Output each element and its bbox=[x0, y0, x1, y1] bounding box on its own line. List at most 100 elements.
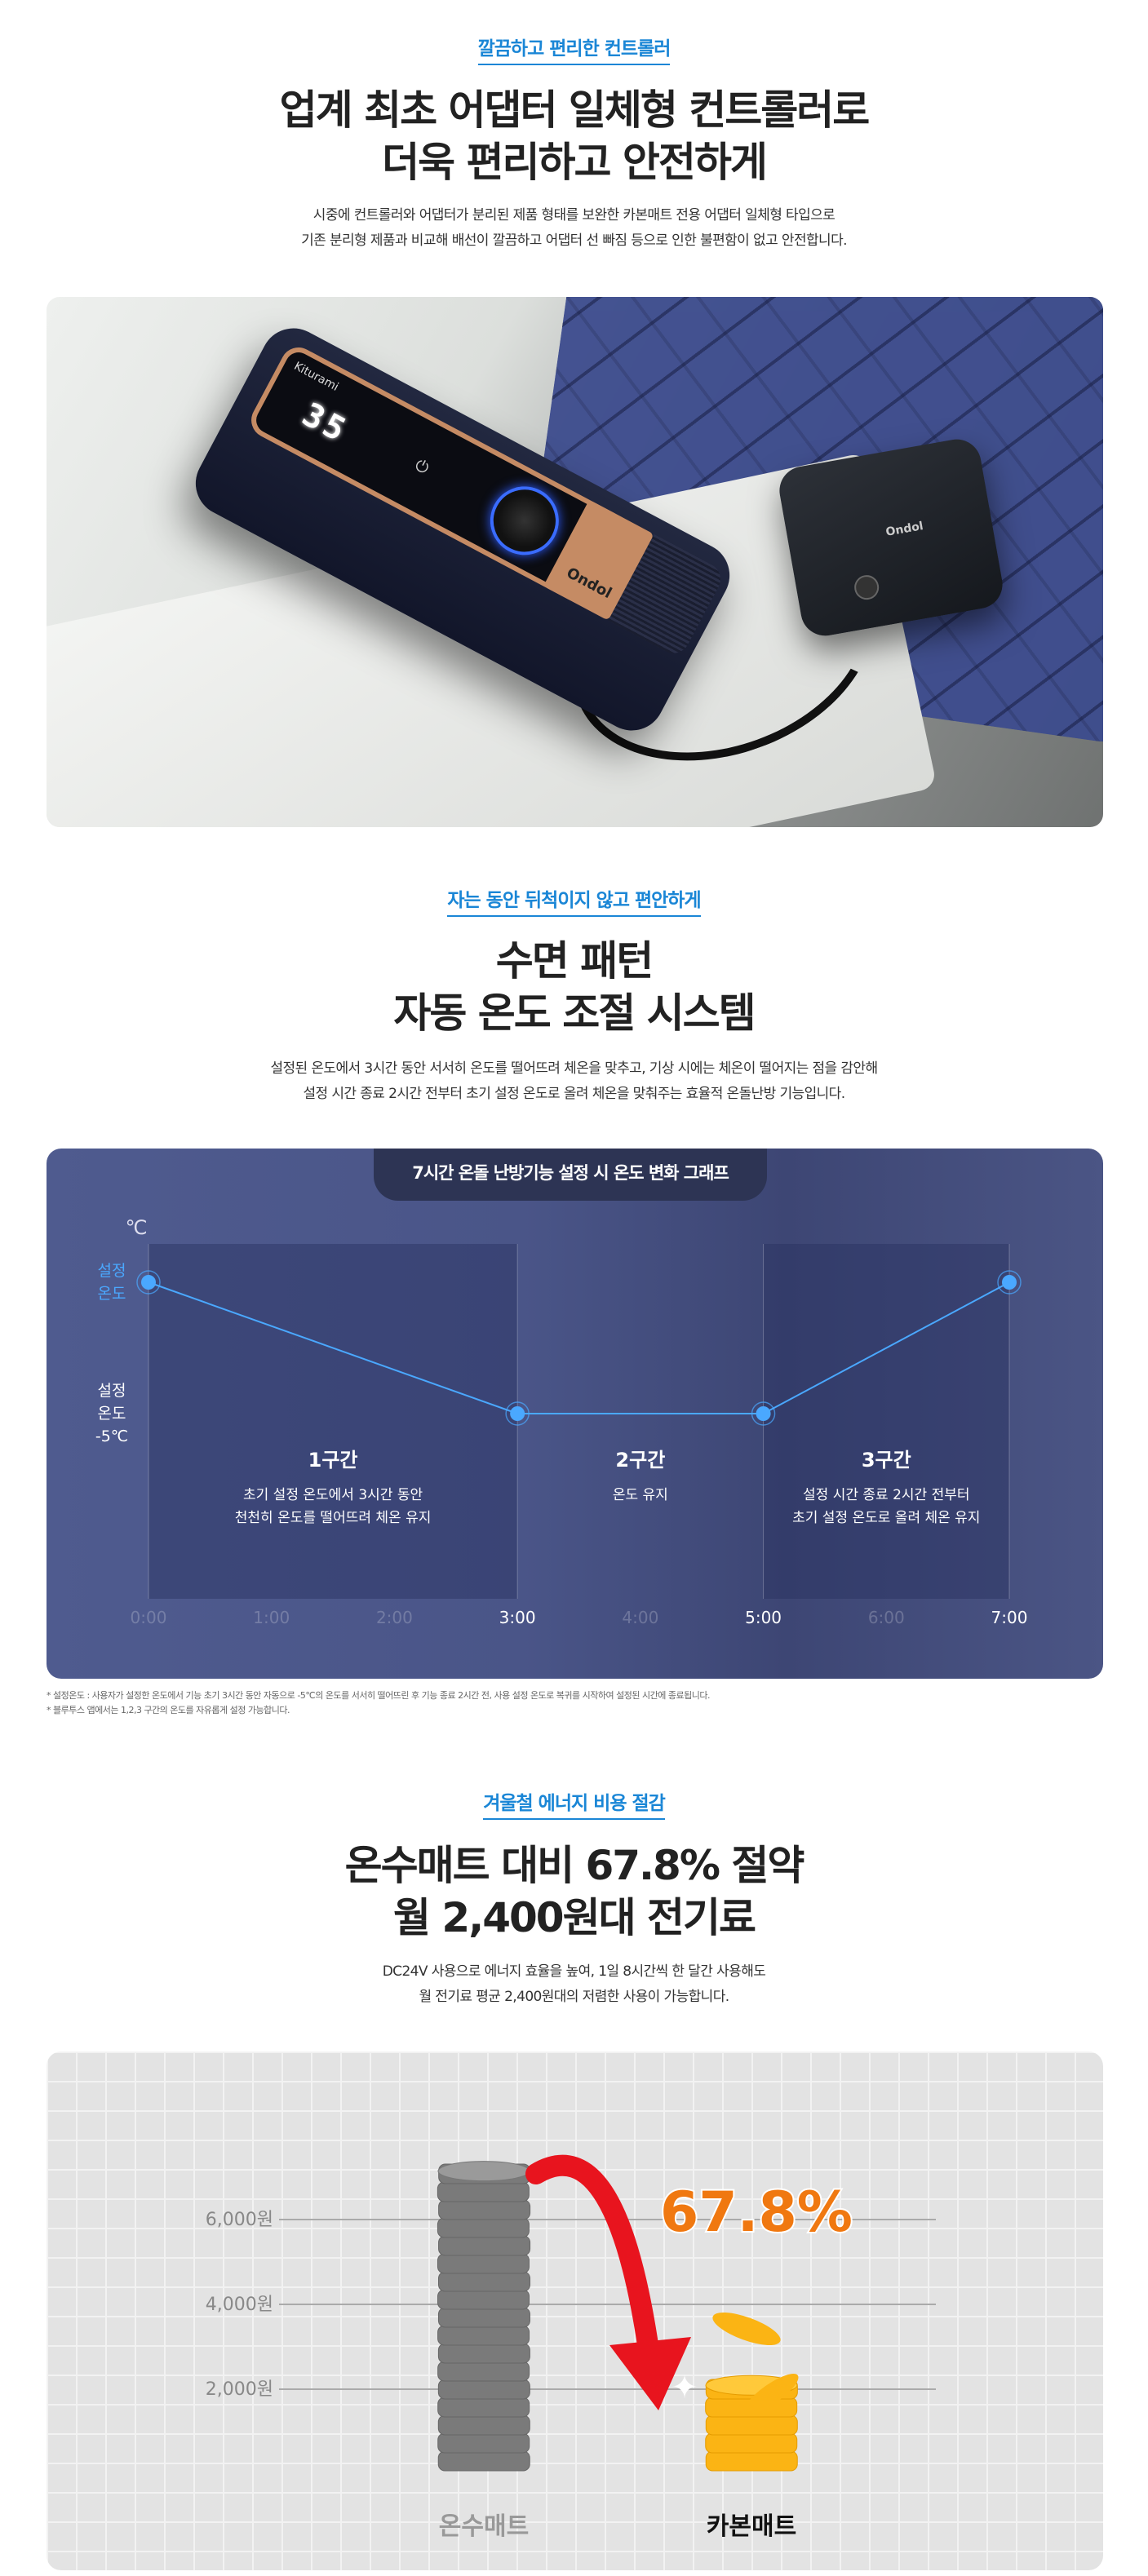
category-label: 카본매트 bbox=[707, 2512, 796, 2541]
title-line: 수면 패턴 bbox=[495, 937, 654, 985]
section1-title: 업계 최초 어댑터 일체형 컨트롤러로 더욱 편리하고 안전하게 bbox=[0, 84, 1148, 188]
desc-line: 설정 시간 종료 2시간 전부터 초기 설정 온도로 올려 체온을 맞춰주는 효… bbox=[303, 1086, 845, 1102]
zone-label: 1구간 bbox=[308, 1449, 358, 1472]
coin bbox=[437, 2361, 530, 2382]
footnote: * 설정온도 : 사용자가 설정한 온도에서 기능 초기 3시간 동안 자동으로… bbox=[47, 1690, 710, 1701]
product-photo: Ondol Kiturami 35 ⏻ Ondol bbox=[47, 297, 1103, 827]
y-tick-label: 설정 bbox=[98, 1382, 126, 1400]
section1-desc: 시중에 컨트롤러와 어댑터가 분리된 제품 형태를 보완한 카본매트 전용 어댑… bbox=[0, 203, 1148, 254]
power-icon: ⏻ bbox=[411, 454, 433, 478]
arrow-head bbox=[609, 2337, 691, 2410]
coin bbox=[437, 2307, 530, 2328]
coin-top bbox=[437, 2161, 530, 2182]
mat-power-pad: Ondol bbox=[775, 435, 1007, 640]
zone-label: 2구간 bbox=[615, 1449, 665, 1472]
section3-label-wrap: 겨울철 에너지 비용 절감 bbox=[0, 1787, 1148, 1820]
zone-desc: 온도 유지 bbox=[613, 1487, 668, 1503]
y-tick-label: 온도 bbox=[98, 1405, 126, 1423]
title-line: 월 2,400원대 전기료 bbox=[393, 1894, 756, 1941]
section2-desc: 설정된 온도에서 3시간 동안 서서히 온도를 떨어뜨려 체온을 맞추고, 기상… bbox=[0, 1056, 1148, 1107]
coin bbox=[438, 2235, 531, 2256]
x-tick-label: 0:00 bbox=[131, 1608, 167, 1627]
coin bbox=[437, 2217, 530, 2238]
coin bbox=[437, 2289, 530, 2310]
x-tick-label: 7:00 bbox=[991, 1608, 1028, 1627]
data-point-ring bbox=[136, 1270, 161, 1295]
pad-brand: Ondol bbox=[884, 520, 924, 539]
coin-stack-onsu bbox=[437, 2163, 531, 2472]
y-tick-label: 4,000원 bbox=[206, 2295, 273, 2315]
title-line: 온수매트 대비 67.8% 절약 bbox=[344, 1842, 805, 1889]
zone-desc: 설정 시간 종료 2시간 전부터 bbox=[803, 1487, 969, 1503]
savings-percent: 67.8% bbox=[660, 2180, 853, 2245]
coin bbox=[437, 2379, 530, 2400]
coin bbox=[437, 2325, 530, 2346]
coin bbox=[705, 2414, 798, 2436]
desc-line: 기존 분리형 제품과 비교해 배선이 깔끔하고 어댑터 선 빠짐 등으로 인한 … bbox=[301, 232, 847, 249]
x-tick-label: 6:00 bbox=[868, 1608, 905, 1627]
data-point bbox=[510, 1406, 525, 1421]
x-tick-label: 2:00 bbox=[376, 1608, 413, 1627]
coin bbox=[437, 2253, 530, 2274]
zone-label: 3구간 bbox=[862, 1449, 911, 1472]
section3-title: 온수매트 대비 67.8% 절약 월 2,400원대 전기료 bbox=[0, 1839, 1148, 1944]
section-label: 자는 동안 뒤척이지 않고 편안하게 bbox=[447, 884, 702, 917]
section3-desc: DC24V 사용으로 에너지 효율을 높여, 1일 8시간씩 한 달간 사용해도… bbox=[0, 1959, 1148, 2010]
brand-logo: Kiturami bbox=[291, 359, 341, 394]
desc-line: 설정된 온도에서 3시간 동안 서서히 온도를 떨어뜨려 체온을 맞추고, 기상… bbox=[270, 1060, 878, 1077]
decrease-arrow bbox=[525, 2154, 661, 2372]
y-tick-label: -5℃ bbox=[95, 1427, 128, 1445]
data-point bbox=[1002, 1275, 1017, 1290]
temperature-line bbox=[148, 1281, 1010, 1414]
data-point-ring bbox=[505, 1401, 530, 1426]
zone-desc: 초기 설정 온도로 올려 체온 유지 bbox=[792, 1510, 980, 1526]
coin bbox=[438, 2271, 531, 2292]
coin bbox=[437, 2397, 530, 2418]
desc-line: 월 전기료 평균 2,400원대의 저렴한 사용이 가능합니다. bbox=[419, 1989, 729, 2005]
y-tick-label: 온도 bbox=[98, 1285, 126, 1303]
title-line: 더욱 편리하고 안전하게 bbox=[382, 139, 768, 186]
coin bbox=[437, 2432, 530, 2454]
zone-desc: 초기 설정 온도에서 3시간 동안 bbox=[243, 1487, 423, 1503]
section2-label-wrap: 자는 동안 뒤척이지 않고 편안하게 bbox=[0, 884, 1148, 917]
coin bbox=[705, 2432, 798, 2454]
coin bbox=[437, 2450, 530, 2472]
data-point-ring bbox=[751, 1401, 776, 1426]
section1-label-wrap: 깔끔하고 편리한 컨트롤러 bbox=[0, 33, 1148, 65]
section2-title: 수면 패턴 자동 온도 조절 시스템 bbox=[0, 935, 1148, 1039]
section-label: 겨울철 에너지 비용 절감 bbox=[483, 1787, 666, 1820]
y-tick-label: 6,000원 bbox=[206, 2210, 273, 2230]
desc-line: DC24V 사용으로 에너지 효율을 높여, 1일 8시간씩 한 달간 사용해도 bbox=[382, 1963, 766, 1980]
x-tick-label: 4:00 bbox=[622, 1608, 658, 1627]
coin bbox=[437, 2343, 530, 2364]
power-button-icon bbox=[852, 573, 881, 602]
footnote: * 블루투스 앱에서는 1,2,3 구간의 온도를 자유롭게 설정 가능합니다. bbox=[47, 1705, 290, 1715]
sparkle-icon: ✦ bbox=[671, 2369, 698, 2406]
category-label: 온수매트 bbox=[439, 2512, 529, 2541]
zone-desc: 천천히 온도를 떨어뜨려 체온 유지 bbox=[235, 1510, 432, 1526]
y-tick-label: 2,000원 bbox=[206, 2379, 273, 2400]
flying-coin bbox=[712, 2313, 781, 2345]
data-point bbox=[141, 1275, 156, 1290]
coin bbox=[437, 2414, 530, 2436]
zone-band bbox=[148, 1244, 518, 1599]
brand-logo: Ondol bbox=[563, 564, 615, 603]
x-tick-label: 3:00 bbox=[499, 1608, 536, 1627]
data-point bbox=[756, 1406, 771, 1421]
title-line: 업계 최초 어댑터 일체형 컨트롤러로 bbox=[279, 86, 871, 134]
x-tick-label: 5:00 bbox=[745, 1608, 782, 1627]
coin bbox=[438, 2199, 531, 2220]
title-line: 자동 온도 조절 시스템 bbox=[393, 989, 756, 1037]
desc-line: 시중에 컨트롤러와 어댑터가 분리된 제품 형태를 보완한 카본매트 전용 어댑… bbox=[312, 207, 836, 224]
coin bbox=[437, 2181, 530, 2202]
data-point-ring bbox=[997, 1270, 1022, 1295]
chart-title: 7시간 온돌 난방기능 설정 시 온도 변화 그래프 bbox=[374, 1149, 767, 1201]
flying-coin bbox=[743, 2374, 799, 2414]
y-tick-label: 설정 bbox=[98, 1262, 126, 1280]
temp-display: 35 bbox=[295, 396, 355, 451]
section-label: 깔끔하고 편리한 컨트롤러 bbox=[477, 33, 671, 65]
